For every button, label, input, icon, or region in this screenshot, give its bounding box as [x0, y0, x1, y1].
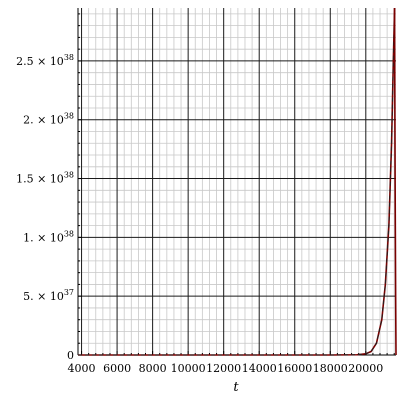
axes — [77, 8, 396, 356]
x-axis-title: t — [233, 380, 239, 395]
x-tick-label: 12000 — [206, 362, 241, 375]
y-tick-label: 1. × 1038 — [23, 229, 74, 244]
series-line-1 — [78, 7, 396, 356]
series-layer — [78, 7, 397, 356]
x-tick-label: 10000 — [171, 362, 206, 375]
y-tick-label: 2. × 1038 — [23, 112, 74, 127]
minor-gridlines — [78, 8, 396, 355]
x-tick-label: 18000 — [313, 362, 348, 375]
y-tick-labels: 0 5. × 1037 1. × 1038 1.5 × 1038 2. × 1038 2.… — [16, 53, 74, 362]
y-tick-label: 0 — [67, 349, 74, 362]
series-line-2 — [78, 7, 396, 356]
x-tick-label: 4000 — [68, 362, 96, 375]
y-tick-label: 2.5 × 1038 — [16, 53, 74, 68]
major-gridlines — [78, 8, 396, 355]
x-tick-label: 6000 — [103, 362, 131, 375]
x-tick-label: 14000 — [242, 362, 277, 375]
y-tick-label: 5. × 1037 — [23, 288, 74, 303]
series-line-3 — [393, 7, 397, 356]
x-tick-label: 16000 — [277, 362, 312, 375]
y-tick-label: 1.5 × 1038 — [16, 171, 74, 186]
x-tick-label: 20000 — [348, 362, 383, 375]
x-tick-labels: 4000 6000 8000 10000 12000 14000 16000 18000 200… — [68, 362, 384, 375]
x-tick-label: 8000 — [139, 362, 167, 375]
